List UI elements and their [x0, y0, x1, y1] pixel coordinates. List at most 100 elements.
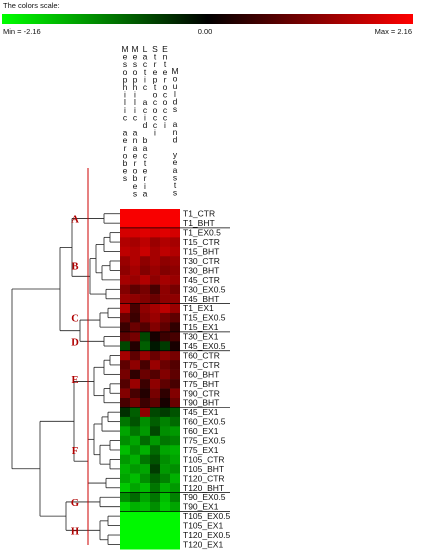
heatmap-cell	[120, 530, 130, 541]
row-label: T120_EX1	[183, 539, 223, 549]
heatmap-cell	[140, 445, 150, 455]
heatmap-cell	[120, 416, 130, 427]
heatmap-cell	[140, 473, 150, 484]
heatmap-cell	[120, 492, 130, 503]
heatmap-cell	[160, 312, 170, 323]
heatmap-cell	[150, 237, 160, 248]
heatmap-cell	[120, 350, 130, 361]
heatmap-cell	[120, 275, 130, 285]
heatmap-cell	[120, 322, 130, 333]
heatmap-cell	[130, 416, 140, 427]
heatmap-cell	[120, 360, 130, 370]
row-label: T120_EX0.5	[183, 530, 231, 540]
heatmap-cell	[140, 256, 150, 266]
heatmap-cell	[160, 539, 170, 550]
heatmap-cell	[130, 294, 140, 304]
heatmap-cell	[130, 322, 140, 333]
heatmap-cell	[140, 265, 150, 276]
heatmap-cell	[160, 284, 170, 295]
heatmap-cell	[170, 435, 180, 446]
heatmap-cell	[160, 265, 170, 276]
heatmap-cell	[140, 454, 150, 465]
heatmap-cell	[150, 218, 160, 229]
heatmap-cell	[130, 426, 140, 437]
heatmap-cell	[130, 360, 140, 370]
row-label: T1_BHT	[183, 218, 215, 228]
cluster-group-labels: A B C D E F G H	[71, 214, 79, 537]
row-label: T30_EX1	[183, 332, 219, 342]
heatmap-cell	[160, 464, 170, 474]
heatmap-cell	[150, 454, 160, 465]
heatmap-cell	[150, 539, 160, 550]
heatmap-cell	[140, 350, 150, 361]
heatmap-cell	[160, 416, 170, 427]
heatmap-cell	[150, 416, 160, 427]
heatmap-cell	[150, 426, 160, 437]
heatmap-cell	[170, 483, 180, 493]
heatmap-cell	[130, 407, 140, 418]
heatmap-cell	[150, 275, 160, 285]
heatmap-cell	[130, 209, 140, 219]
color-scale-title: The colors scale:	[3, 1, 60, 10]
heatmap-cell	[120, 520, 130, 531]
heatmap-cell	[170, 350, 180, 361]
cluster-label: F	[72, 446, 78, 457]
heatmap-cell	[130, 256, 140, 266]
heatmap-cell	[130, 275, 140, 285]
heatmap-cell	[140, 341, 150, 352]
heatmap-cell	[170, 294, 180, 304]
heatmap-cell	[150, 284, 160, 295]
row-label: T30_EX0.5	[183, 284, 226, 294]
heatmap-cell	[160, 379, 170, 389]
row-label: T75_EX0.5	[183, 436, 226, 446]
row-label: T1_EX1	[183, 303, 214, 313]
heatmap-cell	[160, 322, 170, 333]
heatmap-cell	[140, 379, 150, 389]
heatmap-cell	[130, 454, 140, 465]
heatmap-cell	[130, 464, 140, 474]
heatmap-cell	[120, 398, 130, 408]
heatmap-cell	[120, 435, 130, 446]
heatmap-cell	[130, 539, 140, 550]
heatmap-cell	[120, 473, 130, 484]
row-label: T45_EX0.5	[183, 341, 226, 351]
heatmap-cell	[150, 256, 160, 266]
heatmap-cell	[140, 464, 150, 474]
heatmap-cell	[160, 520, 170, 531]
color-scale-max-label: Max = 2.16	[375, 27, 412, 36]
heatmap-cell	[170, 246, 180, 257]
heatmap-cell	[150, 492, 160, 503]
row-label: T90_EX1	[183, 502, 219, 512]
heatmap-cell	[120, 265, 130, 276]
heatmap-cell	[140, 492, 150, 503]
heatmap-cell	[120, 539, 130, 550]
heatmap-cell	[170, 331, 180, 342]
heatmap-cell	[170, 445, 180, 455]
heatmap-cell	[150, 435, 160, 446]
row-label: T60_EX1	[183, 426, 219, 436]
heatmap-cell	[150, 350, 160, 361]
row-label: T60_EX0.5	[183, 417, 226, 427]
heatmap-cell	[150, 303, 160, 314]
heatmap-cell	[130, 520, 140, 531]
heatmap-cell	[170, 265, 180, 276]
heatmap-cell	[170, 539, 180, 550]
cluster-label: A	[71, 214, 79, 225]
heatmap-cell	[150, 360, 160, 370]
heatmap-cell	[170, 322, 180, 333]
heatmap-cell	[120, 341, 130, 352]
heatmap-cell	[160, 209, 170, 219]
heatmap-cell	[160, 388, 170, 399]
row-label: T105_EX0.5	[183, 511, 231, 521]
heatmap-cells	[120, 209, 180, 550]
row-label: T90_CTR	[183, 388, 220, 398]
heatmap-cell	[120, 445, 130, 455]
heatmap-cell	[150, 388, 160, 399]
heatmap-cell	[160, 454, 170, 465]
heatmap-cell	[150, 294, 160, 304]
heatmap-cell	[170, 416, 180, 427]
heatmap-cell	[160, 445, 170, 455]
